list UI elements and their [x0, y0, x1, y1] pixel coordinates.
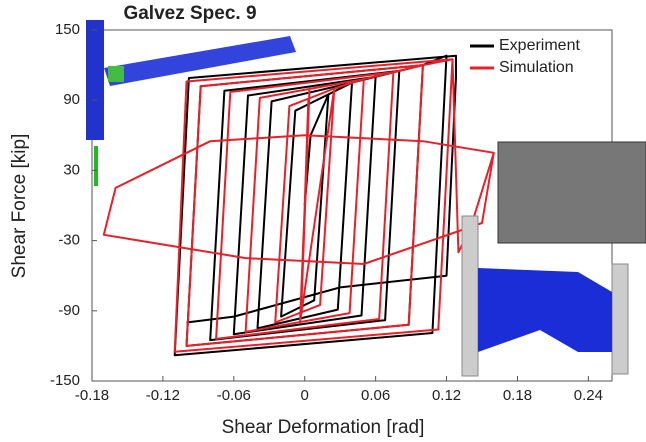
x-tick-label: 0: [301, 387, 309, 404]
y-tick-label: -150: [50, 372, 80, 389]
y-tick-label: -30: [58, 232, 80, 249]
series-line: [102, 58, 495, 353]
x-tick-label: -0.18: [75, 387, 109, 404]
support: [611, 263, 629, 375]
beam-model: [104, 36, 296, 86]
y-tick-label: 150: [55, 21, 80, 38]
photo: [497, 141, 646, 244]
x-tick-label: -0.12: [146, 387, 180, 404]
x-axis-label: Shear Deformation [rad]: [222, 417, 425, 438]
series-line: [173, 54, 457, 357]
y-tick-label: 90: [63, 91, 80, 108]
legend-label: Simulation: [499, 59, 574, 76]
x-tick-label: 0.06: [361, 387, 390, 404]
link-model: [108, 66, 124, 82]
x-tick-label: -0.06: [217, 387, 251, 404]
x-tick-label: 0.12: [432, 387, 461, 404]
y-tick-label: 30: [63, 161, 80, 178]
x-tick-label: 0.24: [574, 387, 603, 404]
y-tick-label: -90: [58, 302, 80, 319]
x-tick-label: 0.18: [503, 387, 532, 404]
y-axis-label: Shear Force [kip]: [9, 134, 30, 279]
insets: [86, 20, 646, 377]
support: [461, 215, 479, 377]
legend-label: Experiment: [499, 37, 580, 54]
chart-title: Galvez Spec. 9: [123, 3, 256, 24]
column-model: [86, 20, 104, 140]
link-model: [478, 268, 612, 352]
